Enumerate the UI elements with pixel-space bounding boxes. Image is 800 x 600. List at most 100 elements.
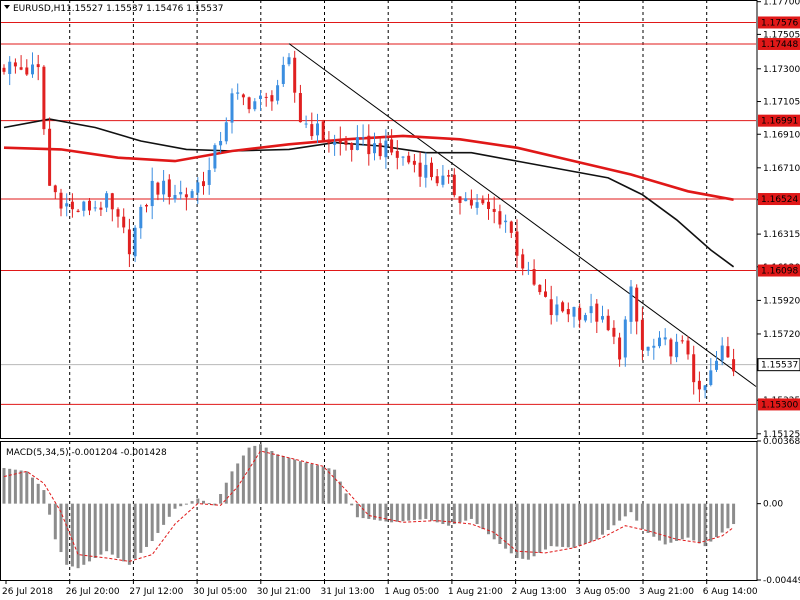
level-price-label: 1.17448 <box>761 40 798 50</box>
dropdown-triangle-icon[interactable] <box>4 5 10 9</box>
macd-histogram-bar <box>658 503 661 541</box>
level-price-label: 1.16524 <box>761 195 798 205</box>
macd-panel <box>2 444 736 569</box>
y-tick-label: 1.17700 <box>763 0 800 8</box>
macd-histogram-bar <box>65 503 69 565</box>
macd-histogram-bar <box>167 503 171 517</box>
macd-panel-border <box>0 441 758 581</box>
macd-histogram-bar <box>384 503 388 522</box>
macd-histogram-bar <box>606 503 610 530</box>
candle-body-down <box>430 162 433 178</box>
macd-histogram-bar <box>669 503 673 543</box>
candle-body-up <box>236 92 240 94</box>
macd-histogram-bar <box>424 503 428 519</box>
macd-histogram-bar <box>110 503 114 555</box>
candle-body-down <box>481 199 485 204</box>
y-tick-label: 1.17505 <box>763 30 800 40</box>
candle-body-down <box>697 380 701 390</box>
macd-histogram-bar <box>561 503 565 547</box>
macd-histogram-bar <box>441 503 445 525</box>
candle-body-down <box>378 143 382 157</box>
candle-body-down <box>395 151 399 158</box>
macd-histogram-bar <box>373 503 376 520</box>
macd-histogram-bar <box>367 503 371 519</box>
level-price-tag <box>758 264 800 277</box>
candle-body-up <box>703 385 707 391</box>
candle-body-down <box>532 269 536 285</box>
macd-histogram-bar <box>521 503 525 559</box>
candle-body-down <box>635 287 639 322</box>
macd-histogram-bar <box>162 503 166 525</box>
macd-histogram-bar <box>355 503 359 518</box>
macd-histogram-bar <box>25 471 29 504</box>
macd-histogram-bar <box>578 503 582 546</box>
candle-body-up <box>464 198 468 202</box>
macd-histogram-bar <box>361 503 365 519</box>
candle-body-up <box>173 195 177 200</box>
macd-histogram-bar <box>31 477 34 504</box>
macd-histogram-bar <box>395 503 399 522</box>
candle-body-down <box>327 139 331 144</box>
macd-histogram-bar <box>475 503 479 525</box>
macd-histogram-bar <box>692 503 696 541</box>
candle-body-down <box>70 201 74 210</box>
candle-body-down <box>53 185 57 193</box>
candle-body-up <box>623 319 627 358</box>
candle-body-down <box>418 162 422 177</box>
macd-histogram-bar <box>469 503 473 519</box>
candle-body-down <box>412 160 416 165</box>
trendline-layer[interactable] <box>288 43 757 387</box>
macd-histogram-bar <box>2 467 6 504</box>
macd-histogram-bar <box>430 503 433 521</box>
macd-histogram-bar <box>184 503 188 505</box>
x-tick-label: 27 Jul 12:00 <box>129 587 183 597</box>
macd-histogram-bar <box>498 503 502 544</box>
current-price-label: 1.15537 <box>761 361 798 371</box>
macd-histogram-bar <box>407 503 411 521</box>
macd-histogram-bar <box>53 503 57 540</box>
macd-histogram-bar <box>88 503 91 562</box>
macd-histogram-bar <box>390 503 394 523</box>
candle-body-down <box>521 254 525 269</box>
candle-body-up <box>424 164 428 178</box>
macd-histogram-bar <box>202 500 205 504</box>
macd-y-tick-label: -0.004496 <box>763 576 800 586</box>
candle-body-up <box>709 370 713 385</box>
candle-body-up <box>65 203 69 207</box>
macd-histogram-bar <box>333 469 337 504</box>
candle-body-down <box>88 200 91 211</box>
candle-body-up <box>441 175 445 185</box>
candle-body-up <box>82 201 86 211</box>
candle-body-down <box>19 67 23 70</box>
macd-indicator-label: MACD(5,34,5) -0.001204 -0.001428 <box>6 448 167 458</box>
macd-histogram-bar <box>70 503 74 567</box>
macd-y-tick-label: 0.003689 <box>763 437 800 447</box>
candle-body-up <box>401 156 405 158</box>
macd-histogram-bar <box>675 503 679 542</box>
candle-body-down <box>458 196 462 203</box>
macd-histogram-bar <box>298 461 302 504</box>
macd-histogram-bar <box>629 503 633 513</box>
candle-body-up <box>572 306 576 317</box>
candle-body-up <box>373 143 376 154</box>
candle-body-up <box>196 182 200 193</box>
macd-histogram-bar <box>566 503 570 548</box>
macd-histogram-bar <box>173 503 177 509</box>
macd-histogram-bar <box>680 503 684 540</box>
candle-body-down <box>270 95 274 102</box>
candle-body-up <box>629 286 633 322</box>
candle-body-up <box>526 269 530 271</box>
macd-histogram-bar <box>344 493 348 504</box>
macd-histogram-bar <box>697 503 701 544</box>
candle-body-down <box>156 182 160 195</box>
macd-histogram-bar <box>418 503 422 520</box>
macd-histogram-bar <box>338 481 342 504</box>
macd-histogram-bar <box>327 468 331 504</box>
y-tick-label: 1.15720 <box>763 330 800 340</box>
candle-body-up <box>555 304 559 316</box>
candle-body-down <box>99 207 103 210</box>
macd-histogram-bar <box>190 501 194 504</box>
candle-body-up <box>150 180 154 207</box>
